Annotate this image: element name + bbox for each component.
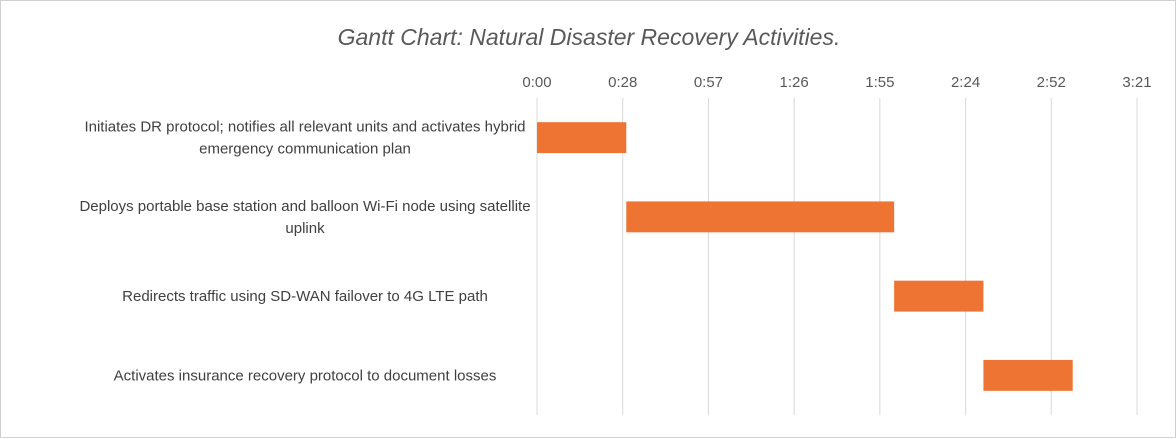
- x-tick-label: 0:57: [694, 74, 723, 91]
- x-tick-label: 1:26: [780, 74, 809, 91]
- task-bar: [626, 201, 895, 233]
- task-label: Redirects traffic using SD-WAN failover …: [122, 288, 488, 305]
- task-bar: [983, 359, 1073, 391]
- task-labels: Initiates DR protocol; notifies all rele…: [79, 119, 530, 385]
- task-label: Activates insurance recovery protocol to…: [114, 367, 497, 384]
- x-tick-label: 0:28: [608, 74, 637, 91]
- task-label: Deploys portable base station and balloo…: [79, 198, 530, 215]
- task-bar: [537, 122, 627, 154]
- chart-title: Gantt Chart: Natural Disaster Recovery A…: [338, 24, 841, 50]
- x-tick-label: 1:55: [865, 74, 894, 91]
- x-tick-label: 3:21: [1122, 74, 1151, 91]
- x-tick-label: 2:52: [1037, 74, 1066, 91]
- x-axis-ticks: 0:00 0:28 0:57 1:26 1:55 2:24 2:52 3:21: [522, 74, 1151, 91]
- task-bar: [894, 280, 984, 312]
- x-tick-label: 0:00: [522, 74, 551, 91]
- task-label: Initiates DR protocol; notifies all rele…: [84, 119, 525, 136]
- task-label: emergency communication plan: [199, 141, 411, 158]
- x-tick-label: 2:24: [951, 74, 980, 91]
- task-bars: [537, 122, 1073, 391]
- task-label: uplink: [285, 220, 325, 237]
